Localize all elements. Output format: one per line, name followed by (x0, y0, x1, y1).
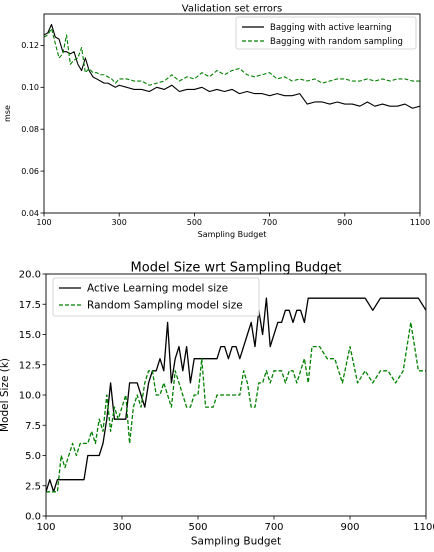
y-tick-label: 15.0 (19, 330, 41, 341)
legend: Bagging with active learning Bagging with… (235, 16, 417, 50)
legend-box (52, 277, 260, 317)
legend-entry: Active Learning model size (87, 283, 228, 295)
series-line-active-learning (46, 297, 426, 493)
x-tick-label: 1100 (413, 522, 434, 533)
y-tick-label: 0.0 (25, 512, 41, 523)
x-tick-label: 100 (36, 522, 55, 533)
x-tick-label: 1100 (410, 218, 430, 227)
x-tick-label: 700 (264, 522, 283, 533)
y-tick-label: 0.10 (21, 83, 39, 92)
x-tick-label: 100 (36, 218, 51, 227)
legend-entry: Bagging with active learning (270, 23, 392, 33)
x-tick-label: 500 (188, 522, 207, 533)
y-tick-label: 10.0 (19, 391, 41, 402)
x-axis-label: Sampling Budget (198, 230, 267, 239)
x-tick-label: 500 (187, 218, 202, 227)
y-tick-label: 20.0 (19, 270, 41, 281)
legend-entry: Random Sampling model size (87, 300, 243, 312)
y-tick-label: 2.5 (25, 481, 41, 492)
y-tick-label: 7.5 (25, 421, 41, 432)
model-size-chart: Model Size wrt Sampling Budget 100 300 500 7… (0, 261, 434, 548)
y-tick-label: 5.0 (25, 451, 41, 462)
plot-frame (43, 13, 421, 214)
chart-title: Model Size wrt Sampling Budget (131, 261, 342, 276)
legend-entry: Bagging with random sampling (270, 37, 403, 47)
x-tick-label: 300 (112, 522, 131, 533)
y-axis-label: Model Size (k) (0, 358, 11, 432)
x-tick-label: 300 (112, 218, 127, 227)
y-tick-label: 17.5 (19, 300, 41, 311)
x-tick-label: 900 (337, 218, 352, 227)
validation-errors-chart: Validation set errors 100 300 500 700 900 1100… (3, 4, 430, 240)
series-line-random-sampling (46, 321, 426, 493)
x-tick-label: 900 (340, 522, 359, 533)
chart-title: Validation set errors (182, 4, 282, 15)
x-axis-label: Sampling Budget (191, 536, 281, 548)
y-axis-label: mse (3, 105, 12, 122)
y-tick-label: 0.08 (21, 125, 39, 134)
y-tick-label: 12.5 (19, 360, 41, 371)
series-line-active-learning (44, 23, 420, 109)
legend-box (235, 16, 417, 50)
legend: Active Learning model size Random Samplin… (52, 277, 260, 317)
y-tick-label: 0.12 (21, 41, 39, 50)
y-tick-label: 0.04 (21, 209, 39, 218)
y-tick-label: 0.06 (21, 167, 39, 176)
x-tick-label: 700 (262, 218, 277, 227)
series-line-random-sampling (44, 28, 420, 86)
